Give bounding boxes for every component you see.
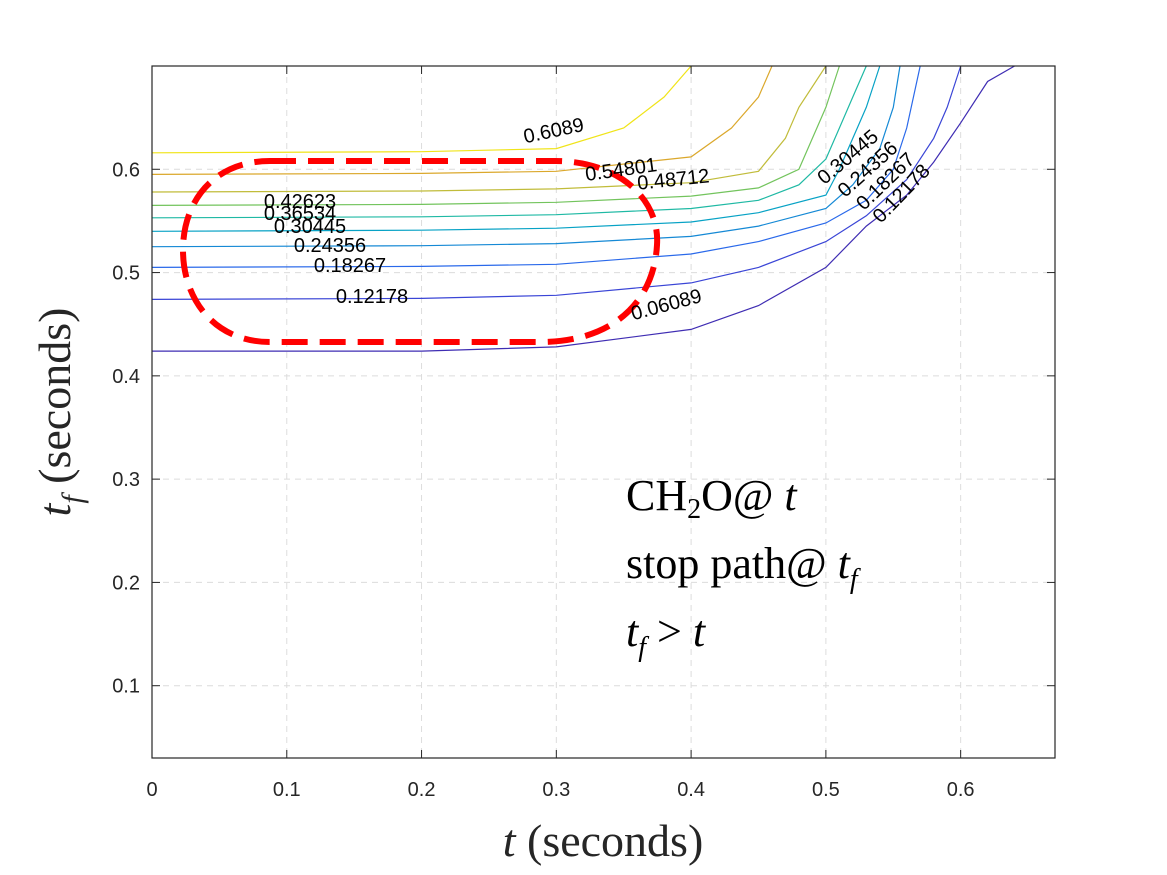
contour-label-text: 0.24356 (294, 235, 366, 257)
contour-line (151, 65, 867, 219)
contour-label: 0.12178 (336, 286, 408, 308)
contour-line (151, 65, 881, 232)
annotation-box: CH2O@ t stop path@ tf tf > t (626, 471, 861, 663)
x-tick-label: 0.3 (542, 779, 570, 801)
contour-label-text: 0.12178 (336, 286, 408, 308)
annotation-line-1: CH2O@ t (626, 471, 798, 525)
contour-line (151, 65, 827, 193)
contour-line (151, 65, 773, 175)
svg-text:tf (seconds): tf (seconds) (29, 308, 89, 517)
contour-line (151, 65, 921, 268)
y-tick-label: 0.2 (112, 572, 140, 594)
contour-line (151, 65, 901, 248)
annotation-line-2: stop path@ tf (626, 539, 861, 595)
contour-label-text: 0.30445 (274, 216, 346, 238)
contour-label: 0.42623 (264, 191, 336, 213)
x-tick-label: 0.2 (408, 779, 436, 801)
x-axis-label: t (seconds) (503, 815, 704, 866)
contour-label-text: 0.18267 (314, 255, 386, 277)
contour-label: 0.18267 (314, 255, 386, 277)
annotation-line-3: tf > t (626, 607, 707, 663)
contour-line (151, 65, 692, 154)
x-tick-label: 0.5 (812, 779, 840, 801)
contour-labels: 0.60890.548010.487120.426230.365340.3044… (264, 114, 935, 325)
contour-lines (151, 65, 1015, 352)
grid-lines (152, 66, 1055, 758)
x-tick-label: 0.4 (677, 779, 705, 801)
contour-label-text: 0.42623 (264, 191, 336, 213)
contour-label: 0.30445 (274, 216, 346, 238)
highlight-region (179, 158, 661, 345)
y-tick-label: 0.3 (112, 469, 140, 491)
contour-label-text: 0.36534 (264, 203, 336, 225)
axis-ticks: 0 0.1 0.2 0.3 0.4 0.5 0.6 0.1 0.2 0.3 0.4 0.5 0.6 (112, 66, 1055, 801)
x-tick-label: 0 (146, 779, 157, 801)
contour-label: 0.24356 (294, 235, 366, 257)
x-tick-label: 0.6 (947, 779, 975, 801)
y-tick-label: 0.1 (112, 676, 140, 698)
plot-frame (151, 65, 1056, 759)
contour-line (151, 65, 840, 206)
y-tick-label: 0.5 (112, 263, 140, 285)
highlight-dashed-region (179, 158, 661, 345)
contour-line (152, 65, 1015, 352)
contour-line (151, 65, 962, 300)
x-tick-label: 0.1 (273, 779, 301, 801)
contour-label: 0.36534 (264, 203, 336, 225)
y-tick-label: 0.6 (112, 159, 140, 181)
y-tick-label: 0.4 (112, 366, 140, 388)
y-axis-label: tf (seconds) (29, 308, 89, 517)
